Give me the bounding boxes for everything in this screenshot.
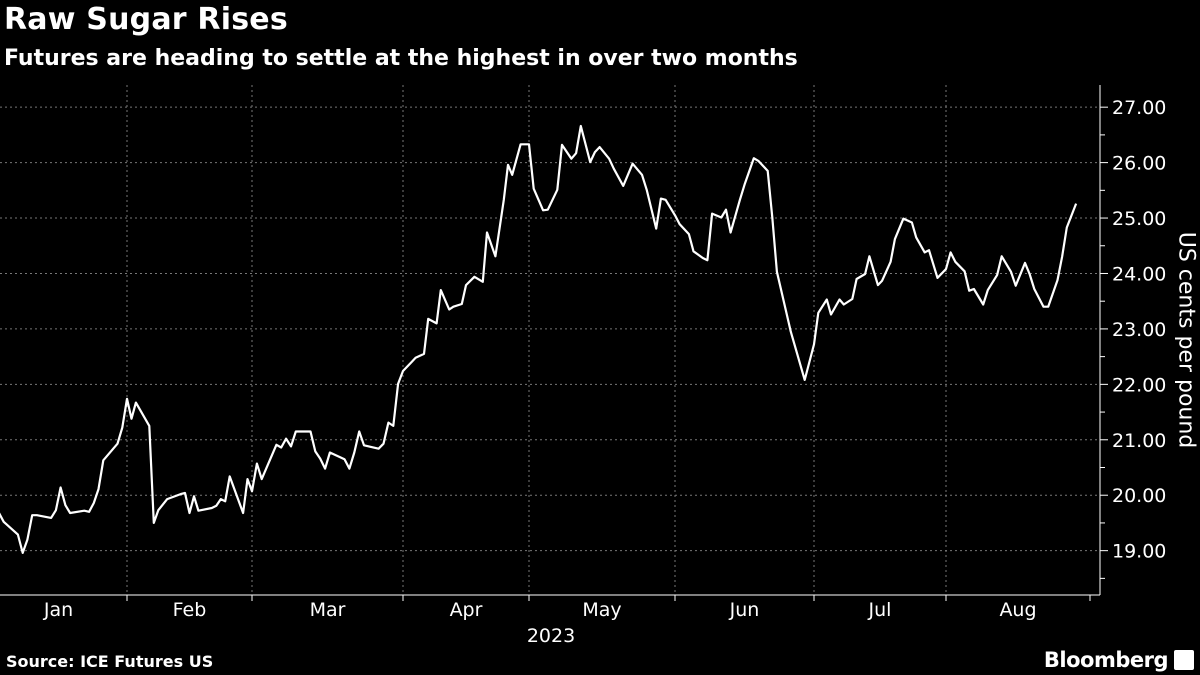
bloomberg-logo: Bloomberg bbox=[1043, 648, 1169, 672]
x-tick-label: May bbox=[582, 599, 621, 621]
y-axis-label: US cents per pound bbox=[1173, 231, 1199, 449]
x-tick-label: Apr bbox=[450, 599, 483, 621]
y-tick-label: 22.00 bbox=[1112, 374, 1166, 396]
chart-title: Raw Sugar Rises bbox=[4, 2, 288, 37]
y-tick-label: 21.00 bbox=[1112, 430, 1166, 452]
y-tick-label: 20.00 bbox=[1112, 485, 1166, 507]
chart-subtitle: Futures are heading to settle at the hig… bbox=[4, 46, 798, 71]
x-tick-label: Feb bbox=[173, 599, 207, 621]
x-tick-label: Jan bbox=[43, 599, 73, 621]
bloomberg-logo-mark-icon bbox=[1174, 650, 1194, 670]
x-tick-label: Jun bbox=[729, 599, 760, 621]
x-tick-label: Jul bbox=[868, 599, 892, 621]
x-axis-label: 2023 bbox=[527, 625, 575, 647]
x-tick-label: Mar bbox=[310, 599, 346, 621]
y-tick-label: 24.00 bbox=[1112, 263, 1166, 285]
x-tick-label: Aug bbox=[999, 599, 1036, 621]
y-tick-label: 26.00 bbox=[1112, 153, 1166, 175]
price-line bbox=[0, 124, 1078, 554]
y-tick-label: 25.00 bbox=[1112, 208, 1166, 230]
y-tick-label: 27.00 bbox=[1112, 97, 1166, 119]
source-note: Source: ICE Futures US bbox=[6, 652, 214, 671]
y-tick-label: 19.00 bbox=[1112, 541, 1166, 563]
y-tick-label: 23.00 bbox=[1112, 319, 1166, 341]
data-points bbox=[3, 125, 1077, 553]
